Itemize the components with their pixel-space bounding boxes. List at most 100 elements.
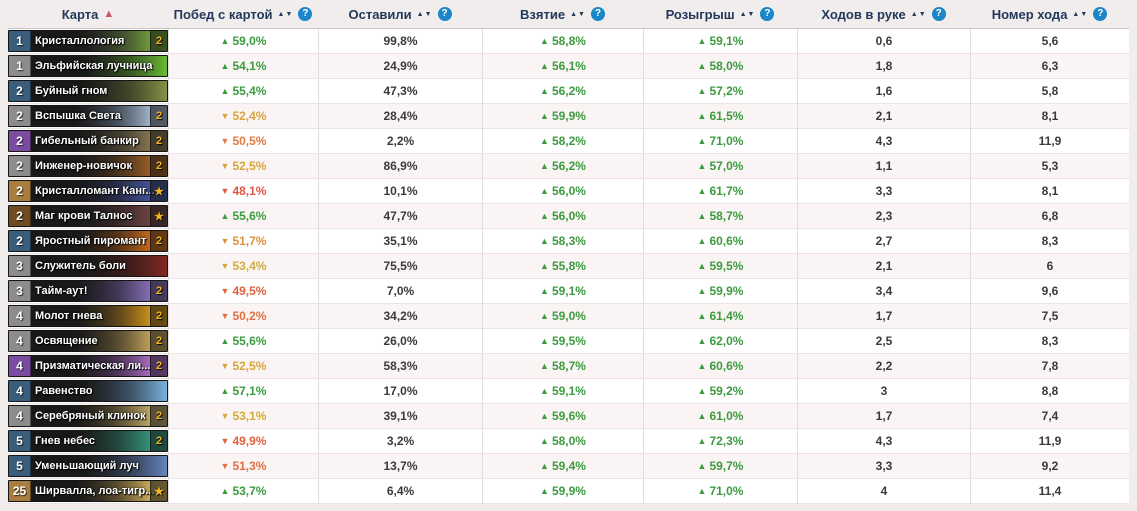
mana-cost-gem: 2 — [9, 181, 31, 201]
kept-value: 24,9% — [383, 59, 418, 73]
mana-cost-gem: 4 — [9, 331, 31, 351]
table-row[interactable]: 2 Кристалломант Канг... ★ ▼ 48,1% 10,1% ▲… — [8, 179, 1129, 204]
card-tile[interactable]: 4 Равенство — [8, 380, 168, 402]
kept-value: 2,2% — [386, 134, 415, 148]
table-row[interactable]: 2 Инженер-новичок 2 ▼ 52,5% 86,9% ▲ 56,2% … — [8, 154, 1129, 179]
played-cell: ▲ 59,7% — [643, 454, 797, 478]
table-row[interactable]: 5 Гнев небес 2 ▼ 49,9% 3,2% ▲ 58,0% ▲ 72,3%… — [8, 429, 1129, 454]
kept-cell: 75,5% — [318, 254, 482, 278]
turns-in-hand-value: 4,3 — [875, 134, 893, 148]
card-tile[interactable]: 2 Инженер-новичок 2 — [8, 155, 168, 177]
played-value: 61,7% — [709, 184, 744, 198]
card-tile[interactable]: 1 Эльфийская лучница — [8, 55, 168, 77]
table-row[interactable]: 2 Яростный пиромант 2 ▼ 51,7% 35,1% ▲ 58,3… — [8, 229, 1129, 254]
card-tile[interactable]: 2 Гибельный банкир 2 — [8, 130, 168, 152]
help-icon[interactable]: ? — [931, 7, 946, 21]
column-header-4[interactable]: Розыгрыш ▲▼? — [643, 0, 797, 28]
card-tile[interactable]: 2 Яростный пиромант 2 — [8, 230, 168, 252]
turn-played-cell: 5,3 — [970, 154, 1129, 178]
turn-played-value: 11,9 — [1038, 134, 1062, 148]
column-header-0[interactable]: Карта ▲ — [8, 0, 168, 28]
table-row[interactable]: 4 Равенство ▲ 57,1% 17,0% ▲ 59,1% ▲ 59,2% 3… — [8, 379, 1129, 404]
drawn-value: 59,6% — [551, 409, 586, 423]
kept-cell: 86,9% — [318, 154, 482, 178]
winrate-cell: ▲ 55,6% — [168, 204, 318, 228]
card-tile[interactable]: 2 Маг крови Талнос ★ — [8, 205, 168, 227]
table-row[interactable]: 4 Призматическая ли... 2 ▼ 52,5% 58,3% ▲ 5… — [8, 354, 1129, 379]
turn-played-value: 7,4 — [1041, 409, 1059, 423]
card-tile[interactable]: 3 Служитель боли — [8, 255, 168, 277]
card-tile[interactable]: 5 Уменьшающий луч — [8, 455, 168, 477]
table-row[interactable]: 2 Гибельный банкир 2 ▼ 50,5% 2,2% ▲ 58,2% … — [8, 129, 1129, 154]
turn-played-cell: 8,3 — [970, 329, 1129, 353]
card-count-badge: 2 — [150, 406, 167, 426]
turn-played-cell: 9,6 — [970, 279, 1129, 303]
kept-cell: 17,0% — [318, 379, 482, 403]
played-value: 71,0% — [709, 484, 744, 498]
table-row[interactable]: 2 Буйный гном ▲ 55,4% 47,3% ▲ 56,2% ▲ 57,2%… — [8, 79, 1129, 104]
mana-cost-gem: 3 — [9, 256, 31, 276]
card-tile[interactable]: 4 Призматическая ли... 2 — [8, 355, 168, 377]
drawn-value: 59,9% — [551, 484, 586, 498]
trend-arrow-icon: ▲ — [540, 36, 549, 46]
card-tile[interactable]: 4 Серебряный клинок 2 — [8, 405, 168, 427]
card-tile[interactable]: 25 Ширвалла, лоа-тигр... ★ — [8, 480, 168, 502]
drawn-cell: ▲ 56,2% — [482, 154, 643, 178]
help-icon[interactable]: ? — [437, 7, 452, 21]
turn-played-value: 6 — [1046, 259, 1054, 273]
winrate-cell: ▼ 51,7% — [168, 229, 318, 253]
card-name: Буйный гном — [31, 81, 167, 101]
card-tile[interactable]: 2 Вспышка Света 2 — [8, 105, 168, 127]
winrate-cell: ▼ 53,1% — [168, 404, 318, 428]
trend-arrow-icon: ▼ — [220, 286, 230, 296]
trend-arrow-icon: ▲ — [540, 361, 549, 371]
table-row[interactable]: 5 Уменьшающий луч ▼ 51,3% 13,7% ▲ 59,4% ▲ 5… — [8, 454, 1129, 479]
column-header-6[interactable]: Номер хода ▲▼? — [970, 0, 1129, 28]
card-count-badge: 2 — [150, 31, 167, 51]
table-row[interactable]: 4 Молот гнева 2 ▼ 50,2% 34,2% ▲ 59,0% ▲ 61,… — [8, 304, 1129, 329]
table-header-row: Карта ▲ Побед с картой ▲▼? Оставили ▲▼? Взятие… — [8, 0, 1129, 28]
drawn-cell: ▲ 59,0% — [482, 304, 643, 328]
card-tile[interactable]: 2 Буйный гном — [8, 80, 168, 102]
column-header-2[interactable]: Оставили ▲▼? — [318, 0, 482, 28]
table-row[interactable]: 4 Освящение 2 ▲ 55,6% 26,0% ▲ 59,5% ▲ 62,0%… — [8, 329, 1129, 354]
drawn-value: 59,9% — [551, 109, 586, 123]
table-row[interactable]: 2 Маг крови Талнос ★ ▲ 55,6% 47,7% ▲ 56,0%… — [8, 204, 1129, 229]
table-row[interactable]: 4 Серебряный клинок 2 ▼ 53,1% 39,1% ▲ 59,6… — [8, 404, 1129, 429]
card-tile[interactable]: 2 Кристалломант Канг... ★ — [8, 180, 168, 202]
help-icon[interactable]: ? — [1093, 7, 1108, 21]
help-icon[interactable]: ? — [590, 7, 605, 21]
help-icon[interactable]: ? — [298, 7, 313, 21]
card-count-badge: 2 — [150, 131, 167, 151]
winrate-cell: ▼ 50,5% — [168, 129, 318, 153]
trend-arrow-icon: ▲ — [540, 61, 549, 71]
played-value: 58,0% — [709, 59, 744, 73]
turns-in-hand-cell: 1,6 — [797, 79, 970, 103]
table-row[interactable]: 1 Кристаллология 2 ▲ 59,0% 99,8% ▲ 58,8% ▲… — [8, 29, 1129, 54]
winrate-cell: ▲ 55,4% — [168, 79, 318, 103]
help-icon[interactable]: ? — [760, 7, 775, 21]
column-header-3[interactable]: Взятие ▲▼? — [482, 0, 643, 28]
card-tile[interactable]: 3 Тайм-аут! 2 — [8, 280, 168, 302]
card-name: Молот гнева — [31, 306, 150, 326]
played-value: 58,7% — [709, 209, 744, 223]
table-row[interactable]: 2 Вспышка Света 2 ▼ 52,4% 28,4% ▲ 59,9% ▲ 6… — [8, 104, 1129, 129]
column-header-1[interactable]: Побед с картой ▲▼? — [168, 0, 318, 28]
card-tile[interactable]: 1 Кристаллология 2 — [8, 30, 168, 52]
table-row[interactable]: 3 Служитель боли ▼ 53,4% 75,5% ▲ 55,8% ▲ 59… — [8, 254, 1129, 279]
played-value: 61,5% — [709, 109, 744, 123]
card-tile[interactable]: 4 Молот гнева 2 — [8, 305, 168, 327]
card-tile[interactable]: 4 Освящение 2 — [8, 330, 168, 352]
trend-arrow-icon: ▲ — [697, 186, 707, 196]
drawn-cell: ▲ 59,9% — [482, 104, 643, 128]
card-tile[interactable]: 5 Гнев небес 2 — [8, 430, 168, 452]
card-name: Эльфийская лучница — [31, 56, 167, 76]
turn-played-value: 11,4 — [1038, 484, 1062, 498]
column-header-5[interactable]: Ходов в руке ▲▼? — [797, 0, 970, 28]
table-row[interactable]: 3 Тайм-аут! 2 ▼ 49,5% 7,0% ▲ 59,1% ▲ 59,9% … — [8, 279, 1129, 304]
table-row[interactable]: 25 Ширвалла, лоа-тигр... ★ ▲ 53,7% 6,4% ▲… — [8, 479, 1129, 504]
winrate-value: 49,9% — [232, 434, 267, 448]
turn-played-cell: 7,5 — [970, 304, 1129, 328]
table-row[interactable]: 1 Эльфийская лучница ▲ 54,1% 24,9% ▲ 56,1%… — [8, 54, 1129, 79]
trend-arrow-icon: ▼ — [220, 261, 230, 271]
